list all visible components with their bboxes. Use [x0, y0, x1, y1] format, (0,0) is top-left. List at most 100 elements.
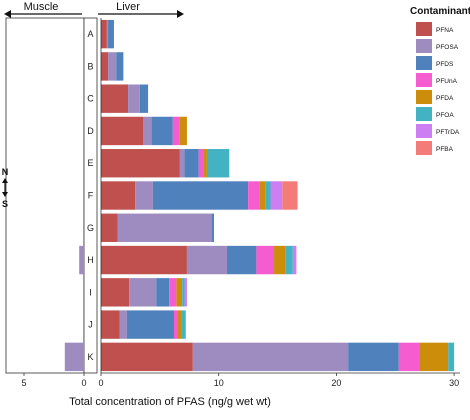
liver-bar-segment	[101, 278, 130, 307]
north-south-indicator: N S	[2, 167, 9, 209]
category-label: I	[89, 287, 92, 297]
north-label: N	[2, 167, 9, 177]
liver-bar-segment	[126, 310, 174, 339]
liver-bar-segment	[184, 278, 187, 307]
liver-bar-segment	[256, 245, 275, 275]
liver-bar-segment	[398, 342, 420, 372]
legend-title: Contaminant	[410, 6, 470, 17]
legend-swatch	[416, 124, 432, 138]
liver-bar-segment	[198, 149, 204, 178]
liver-bar-segment	[176, 278, 183, 307]
liver-bar-segment	[106, 19, 109, 49]
legend-swatch	[416, 22, 432, 36]
liver-x-tick-label: 20	[331, 378, 341, 388]
liver-bar-segment	[108, 52, 117, 81]
category-label: C	[87, 94, 94, 104]
liver-bar-segment	[135, 181, 153, 210]
liver-bar-segment	[186, 245, 227, 275]
liver-bar-segment	[101, 245, 187, 275]
liver-bar-segment	[182, 278, 185, 307]
liver-bar-segment	[248, 181, 260, 210]
legend: Contaminant PFNA PFOSA PFDS PFUnA PFDA PFOA PFT…	[410, 6, 470, 155]
muscle-panel-title: Muscle	[24, 1, 59, 13]
legend-swatch	[416, 107, 432, 121]
liver-bar-segment	[101, 342, 193, 372]
liver-bar-segment	[156, 278, 170, 307]
muscle-header: Muscle	[4, 1, 82, 18]
liver-panel: 0 10 20 30	[98, 18, 460, 388]
legend-label: PFUnA	[436, 78, 458, 85]
category-label: G	[87, 223, 94, 233]
liver-bar-segment	[101, 149, 180, 178]
liver-bar-segment	[172, 116, 180, 146]
category-label: F	[88, 191, 94, 201]
liver-bar-segment	[419, 342, 449, 372]
liver-header: Liver	[98, 1, 184, 18]
legend-label: PFOA	[436, 112, 454, 119]
muscle-panel-frame	[5, 17, 85, 374]
liver-x-tick-label: 30	[449, 378, 459, 388]
muscle-bar-segment	[64, 342, 84, 372]
liver-bar-segment	[265, 181, 271, 210]
liver-bar-segment	[259, 181, 266, 210]
muscle-x-tick-label: 0	[81, 378, 86, 388]
liver-bar-segment	[151, 116, 173, 146]
liver-bar-segment	[108, 19, 114, 49]
south-label: S	[2, 199, 8, 209]
muscle-x-tick-label: 5	[21, 378, 26, 388]
liver-bar-segment	[139, 84, 149, 113]
liver-bar-segment	[348, 342, 399, 372]
legend-swatch	[416, 39, 432, 53]
liver-bar-segment	[128, 84, 140, 113]
liver-bar-segment	[177, 310, 182, 339]
liver-bar-segment	[143, 116, 152, 146]
liver-bar-segment	[116, 52, 124, 81]
liver-bar-segment	[226, 245, 257, 275]
liver-bar-segment	[203, 149, 207, 178]
liver-bar-segment	[179, 149, 185, 178]
liver-x-tick-label: 0	[98, 378, 103, 388]
category-label: B	[87, 61, 93, 71]
legend-label: PFTrDA	[436, 129, 460, 136]
legend-label: PFOSA	[436, 44, 459, 51]
liver-bar-segment	[169, 278, 177, 307]
liver-bar-segment	[101, 19, 107, 49]
liver-bar-segment	[292, 245, 297, 275]
category-label: J	[88, 320, 93, 330]
liver-bar-segment	[101, 181, 136, 210]
liver-bar-segment	[192, 342, 349, 372]
liver-x-tick-label: 10	[214, 378, 224, 388]
legend-label: PFBA	[436, 146, 454, 153]
legend-label: PFDA	[436, 95, 454, 102]
liver-bar-segment	[101, 310, 120, 339]
liver-bar-segment	[181, 310, 186, 339]
legend-swatch	[416, 90, 432, 104]
muscle-panel: A B C D E F G H I J K 5 0	[5, 17, 98, 388]
legend-label: PFDS	[436, 61, 454, 68]
liver-bar-segment	[274, 245, 286, 275]
category-label: D	[87, 126, 94, 136]
liver-bar-segment	[117, 213, 212, 242]
liver-panel-title: Liver	[116, 1, 140, 13]
x-axis-label: Total concentration of PFAS (ng/g wet wt…	[69, 396, 271, 408]
liver-bar-segment	[285, 245, 293, 275]
liver-bar-segment	[101, 116, 144, 146]
liver-bar-segment	[101, 52, 109, 81]
category-strip	[83, 17, 98, 374]
liver-bar-segment	[282, 181, 298, 210]
legend-swatch	[416, 56, 432, 70]
liver-bar-segment	[101, 84, 129, 113]
muscle-bar-segment	[79, 245, 84, 275]
liver-bar-segment	[179, 116, 187, 146]
category-label: E	[87, 158, 93, 168]
liver-bar-segment	[211, 213, 214, 242]
liver-bar-segment	[184, 149, 199, 178]
category-label: A	[87, 29, 93, 39]
category-label: H	[87, 255, 94, 265]
liver-bar-segment	[173, 310, 178, 339]
legend-label: PFNA	[436, 27, 454, 34]
liver-bar-segment	[206, 149, 230, 178]
liver-bar-segment	[448, 342, 455, 372]
liver-bar-segment	[101, 213, 118, 242]
